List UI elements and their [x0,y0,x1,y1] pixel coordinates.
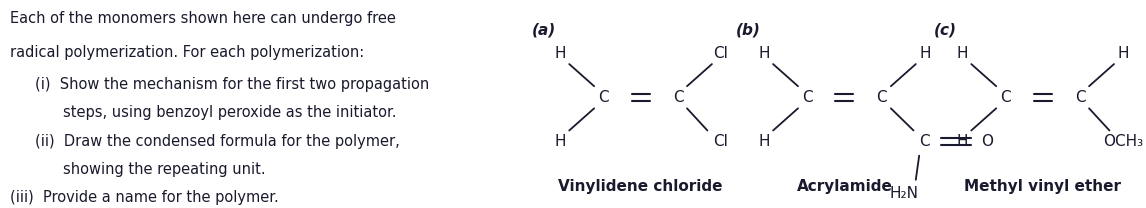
Text: H: H [759,46,770,61]
Text: H: H [555,134,566,149]
Text: H: H [919,46,931,61]
Text: H: H [759,134,770,149]
Text: C: C [598,90,609,105]
Text: (c): (c) [934,23,957,38]
Text: (a): (a) [532,23,556,38]
Text: Each of the monomers shown here can undergo free: Each of the monomers shown here can unde… [10,11,395,26]
Text: C: C [919,134,931,149]
Text: C: C [673,90,683,105]
Text: C: C [802,90,813,105]
Text: C: C [877,90,887,105]
Text: Cl: Cl [714,46,729,61]
Text: (ii)  Draw the condensed formula for the polymer,: (ii) Draw the condensed formula for the … [34,134,400,149]
Text: (iii)  Provide a name for the polymer.: (iii) Provide a name for the polymer. [10,190,278,205]
Text: steps, using benzoyl peroxide as the initiator.: steps, using benzoyl peroxide as the ini… [63,105,397,120]
Text: showing the repeating unit.: showing the repeating unit. [63,162,266,177]
Text: O: O [981,134,994,149]
Text: radical polymerization. For each polymerization:: radical polymerization. For each polymer… [10,45,364,60]
Text: H: H [1117,46,1129,61]
Text: Acrylamide: Acrylamide [796,179,893,194]
Text: C: C [1075,90,1085,105]
Text: Methyl vinyl ether: Methyl vinyl ether [964,179,1121,194]
Text: Vinylidene chloride: Vinylidene chloride [558,179,723,194]
Text: H: H [555,46,566,61]
Text: OCH₃: OCH₃ [1102,134,1143,149]
Text: (b): (b) [736,23,761,38]
Text: C: C [1000,90,1011,105]
Text: H₂N: H₂N [890,186,919,201]
Text: Cl: Cl [714,134,729,149]
Text: H: H [957,134,968,149]
Text: H: H [957,46,968,61]
Text: (i)  Show the mechanism for the first two propagation: (i) Show the mechanism for the first two… [34,77,429,92]
